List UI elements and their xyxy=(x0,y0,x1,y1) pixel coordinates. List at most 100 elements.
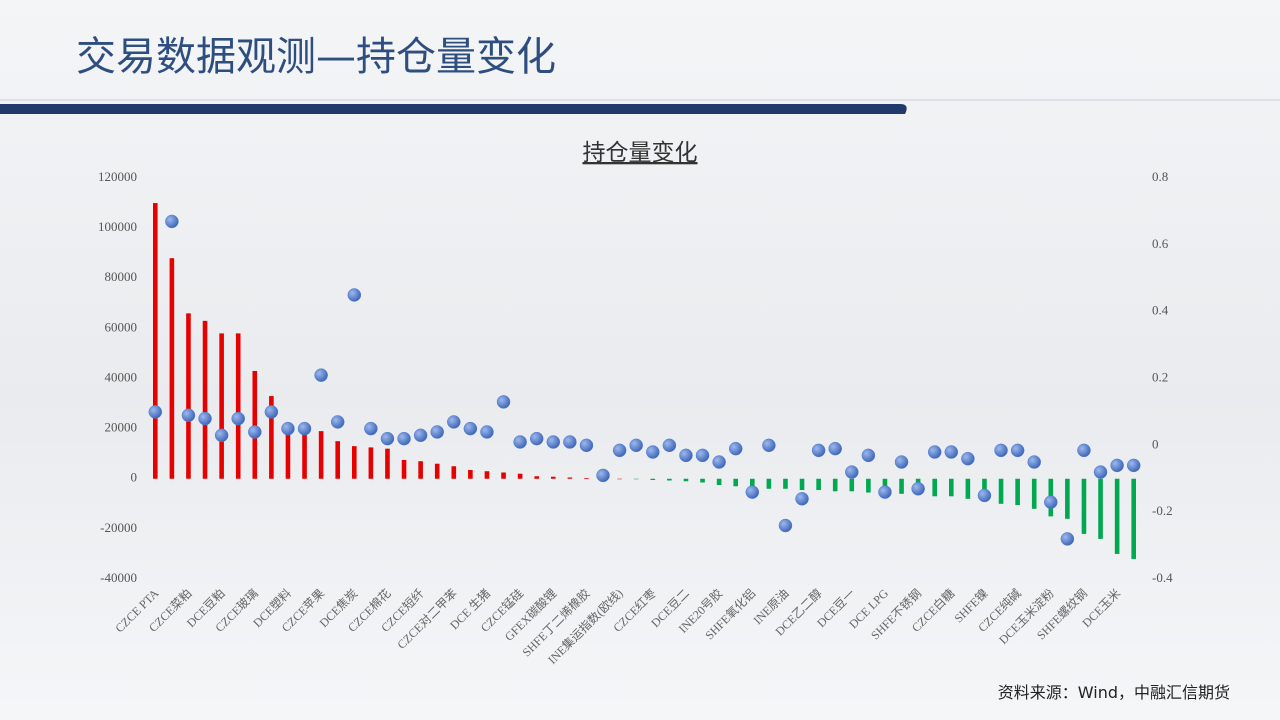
dot xyxy=(447,415,461,429)
bar xyxy=(650,478,656,481)
y2-tick-label: 0 xyxy=(1152,436,1159,451)
dot xyxy=(961,451,975,466)
bar xyxy=(451,466,457,479)
bar xyxy=(302,428,307,479)
bar xyxy=(1065,478,1070,519)
bar xyxy=(401,459,407,479)
dot xyxy=(579,438,594,453)
bar xyxy=(1081,478,1087,534)
bar xyxy=(567,477,573,479)
dot xyxy=(1110,458,1124,473)
bar xyxy=(948,478,954,497)
bar xyxy=(667,478,672,481)
bar xyxy=(899,478,904,494)
dot xyxy=(712,455,726,469)
bar xyxy=(285,424,291,479)
bar xyxy=(335,441,341,479)
y2-tick-label: 0.8 xyxy=(1152,169,1168,184)
bar xyxy=(783,478,788,489)
dot xyxy=(1126,458,1141,473)
bar xyxy=(849,478,855,492)
dot xyxy=(281,421,295,436)
dot xyxy=(596,468,610,483)
bar xyxy=(866,478,871,493)
bar xyxy=(269,396,274,479)
dot xyxy=(612,443,627,458)
bar xyxy=(733,478,739,487)
dot xyxy=(231,411,245,426)
bar xyxy=(1031,478,1037,509)
dot xyxy=(1010,443,1025,458)
dot xyxy=(778,518,793,533)
y2-tick-label: -0.4 xyxy=(1152,570,1173,585)
dot xyxy=(214,428,229,443)
y2-tick-label: 0.4 xyxy=(1152,303,1169,318)
bar xyxy=(484,471,490,479)
bar xyxy=(517,473,523,479)
bar xyxy=(550,476,556,479)
bar xyxy=(965,478,971,499)
y-tick-label: 100000 xyxy=(98,219,137,234)
source-note: 资料来源：Wind，中融汇信期货 xyxy=(998,683,1230,702)
dot xyxy=(861,448,876,463)
dot xyxy=(878,485,892,499)
y2-tick-label: 0.6 xyxy=(1152,236,1169,251)
dot xyxy=(480,425,494,439)
y-tick-label: 120000 xyxy=(98,169,137,184)
dot xyxy=(646,445,660,459)
y-tick-label: 80000 xyxy=(105,269,138,284)
bar xyxy=(932,478,938,497)
bar xyxy=(1015,478,1020,506)
bar xyxy=(749,478,755,488)
y-tick-label: -20000 xyxy=(100,520,137,535)
bar xyxy=(584,477,589,479)
bar xyxy=(700,478,705,483)
bar xyxy=(252,370,258,479)
bar xyxy=(534,476,540,479)
dot xyxy=(1093,465,1108,479)
dot xyxy=(662,438,677,453)
dot xyxy=(927,445,942,459)
bar xyxy=(501,472,506,479)
dot xyxy=(546,435,561,449)
bar xyxy=(418,461,423,479)
dot xyxy=(828,441,842,456)
bar xyxy=(434,463,440,479)
dot xyxy=(165,214,179,229)
dot xyxy=(1060,532,1075,546)
dot xyxy=(1077,443,1091,458)
bar xyxy=(186,313,191,479)
bar xyxy=(1114,478,1120,554)
dot xyxy=(994,443,1008,458)
dot xyxy=(513,435,527,449)
slide-title: 交易数据观测—持仓量变化 xyxy=(76,34,556,80)
y-tick-label: 20000 xyxy=(105,420,138,435)
dot xyxy=(679,448,693,463)
y2-tick-label: 0.2 xyxy=(1152,369,1168,384)
dot xyxy=(911,482,925,496)
dot xyxy=(347,288,362,302)
bar xyxy=(202,320,208,479)
bar xyxy=(368,447,374,479)
dot xyxy=(529,431,544,446)
y-tick-label: 60000 xyxy=(105,319,138,334)
dot xyxy=(248,425,262,439)
dot xyxy=(977,488,992,503)
dot xyxy=(563,435,577,449)
bar xyxy=(468,469,473,479)
dot xyxy=(397,431,411,446)
bar xyxy=(318,431,324,479)
y-tick-label: 40000 xyxy=(105,369,138,384)
dot xyxy=(695,448,710,463)
dot xyxy=(198,411,212,426)
bar xyxy=(351,446,357,479)
bar xyxy=(385,448,390,479)
bar xyxy=(766,478,772,489)
dot xyxy=(364,421,378,436)
y-tick-label: 0 xyxy=(131,470,138,485)
dot xyxy=(1044,495,1058,509)
dot xyxy=(728,441,743,456)
bar xyxy=(1131,478,1137,559)
bar xyxy=(633,478,639,480)
